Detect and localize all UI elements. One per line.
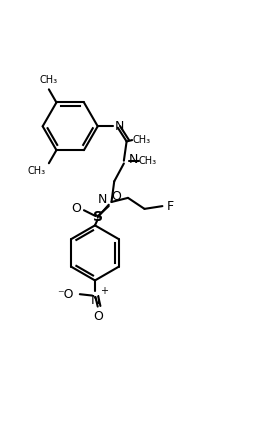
Text: CH₃: CH₃ <box>139 156 157 166</box>
Text: CH₃: CH₃ <box>28 166 46 176</box>
Text: N: N <box>90 294 100 307</box>
Text: O: O <box>111 190 121 203</box>
Text: CH₃: CH₃ <box>132 135 150 145</box>
Text: S: S <box>93 210 103 224</box>
Text: +: + <box>100 286 108 296</box>
Text: CH₃: CH₃ <box>40 75 58 85</box>
Text: O: O <box>71 202 81 216</box>
Text: N: N <box>115 120 125 133</box>
Text: O: O <box>93 310 103 323</box>
Text: ⁻O: ⁻O <box>57 288 74 301</box>
Text: F: F <box>167 200 174 213</box>
Text: N: N <box>98 193 107 206</box>
Text: N: N <box>129 153 138 166</box>
